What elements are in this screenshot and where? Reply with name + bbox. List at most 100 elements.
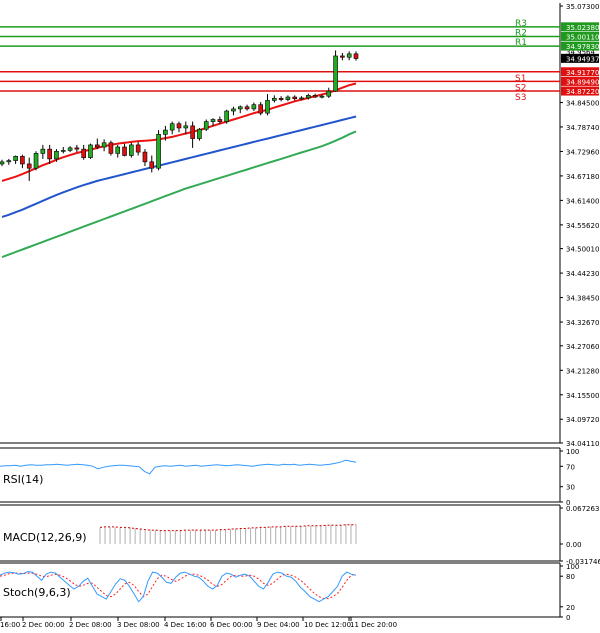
stoch-signal-line [0,572,357,600]
candle [353,51,359,61]
candle-body-up [129,144,134,156]
rsi-tick-label: 30 [566,484,575,492]
candle [258,102,263,116]
level-price-label: 34.97830 [566,43,599,51]
level-name-s2: S2 [515,83,526,93]
candle-body-down [81,148,86,158]
price-tick-label: 34.9564 [566,48,595,56]
time-tick-label: 9 Dec 04:00 [257,621,300,629]
level-price-tag [561,86,599,96]
candle [135,141,141,156]
time-tick-label: 6 Dec 00:00 [210,621,253,629]
candle-body-up [251,104,257,110]
ma-mid-line [1,115,357,218]
candle [6,158,12,165]
candle-body-up [6,160,12,163]
rsi-tick-label: 100 [566,448,579,456]
time-tick-label: 3 Dec 08:00 [117,621,160,629]
candle [346,51,352,61]
candle-body-up [224,110,229,122]
candle-body-up [0,161,5,165]
candle [47,144,52,164]
candle-body-up [203,121,209,130]
candle-body-up [272,98,277,101]
candle [20,154,25,169]
level-price-tag [561,41,599,51]
level-price-tag [561,22,599,32]
level-name-r1: R1 [515,38,527,48]
price-tick-label: 34.15500 [566,392,599,400]
rsi-tick-label: 0 [566,499,570,507]
candle [81,144,86,160]
candle [237,105,243,114]
candle [129,142,134,158]
candle [312,93,318,98]
candle-body-up [333,55,338,92]
candle [163,125,168,141]
stoch-pane: 100 80 20 0 Stoch(9,6,3) [0,562,579,622]
macd-tick-label: 0.00 [566,541,582,549]
candle-body-up [60,150,66,152]
candle-body-up [183,125,189,129]
candle [197,127,202,141]
candle [169,121,175,135]
price-tick-label: 34.67180 [566,173,599,181]
time-tick-label: 2 Dec 00:00 [22,621,65,629]
time-tick-label: 16:00 [0,621,20,629]
time-axis: 16:00 2 Dec 00:00 2 Dec 08:00 3 Dec 08:00 4 … [0,617,397,629]
candle [333,50,338,92]
candle-body-up [231,108,236,112]
candle [306,93,311,100]
candle-body-up [156,134,161,169]
candle [285,95,291,102]
candle [176,121,182,133]
candle-body-up [265,100,270,114]
macd-signal-line [99,524,356,532]
ma-slow-line [1,130,357,259]
candle-body-down [340,55,345,58]
candle [142,149,148,167]
rsi-line [0,459,357,475]
candle-body-down [292,96,298,100]
candle [67,146,73,153]
candle [224,109,229,124]
candle-body-up [306,95,311,99]
candle [231,106,236,116]
candle [40,144,46,159]
candle-body-up [299,97,304,100]
price-tick-label: 34.84500 [566,100,599,108]
candle-body-down [122,146,127,156]
stoch-tick-label: 80 [566,573,575,581]
candle [26,157,32,181]
candle [122,143,127,157]
price-tick-label: 34.32670 [566,319,599,327]
candle [292,95,298,101]
candle-body-up [33,153,39,169]
stoch-tick-label: 20 [566,604,575,612]
candle-body-up [54,150,59,160]
price-tick-label: 35.07300 [566,3,599,11]
candle [340,53,345,61]
candle-body-up [169,123,175,131]
level-price-label: 34.91770 [566,69,599,77]
price-tick-label: 34.04110 [566,440,599,448]
candle-body-up [101,142,107,148]
candle-body-up [115,146,121,154]
candle-body-up [319,95,325,98]
candle-body-down [26,163,32,169]
candle [203,119,209,131]
candle [272,95,277,103]
candle-body-down [312,95,318,98]
stoch-tick-label: 100 [566,563,579,571]
candle-body-up [88,144,93,158]
level-price-tag [561,31,599,41]
candle-body-down [74,147,80,150]
rsi-tick-label: 70 [566,463,575,471]
level-price-label: 35.00110 [566,33,599,41]
candle [244,104,250,111]
level-name-s3: S3 [515,93,526,103]
time-tick-label: 10 Dec 12:00 [304,621,351,629]
candle [33,151,39,171]
candle [108,140,114,156]
